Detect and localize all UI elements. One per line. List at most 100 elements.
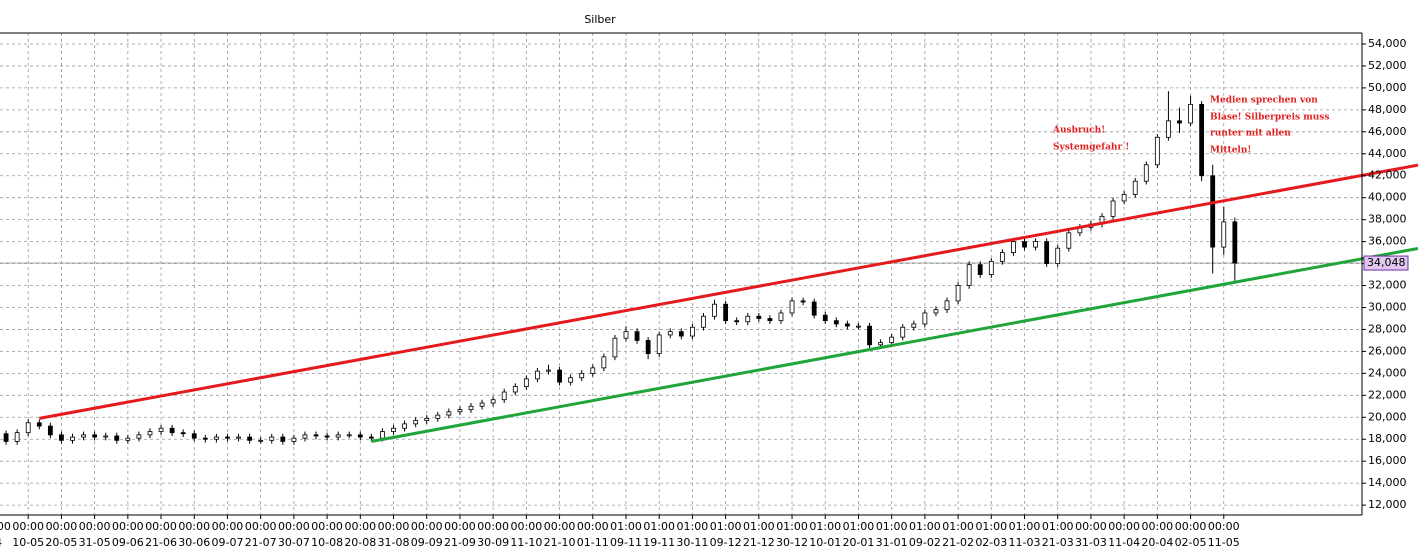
candle-body	[789, 300, 795, 314]
x-tick-label: 31-01	[876, 536, 908, 549]
candle-body	[922, 312, 928, 325]
y-tick-label: 44,000	[1368, 147, 1407, 160]
candle-body	[667, 331, 673, 336]
x-tick-label: 11-04	[1108, 536, 1140, 549]
candle-body	[479, 402, 485, 407]
x-tick-time: 01:00	[677, 520, 709, 533]
candle-body	[468, 405, 474, 410]
candle-body	[81, 434, 86, 438]
x-tick-time: 00:00	[544, 520, 576, 533]
candle-body	[712, 303, 717, 317]
candle-body	[1110, 200, 1116, 217]
chart-title: Silber	[584, 13, 616, 26]
x-tick-time: 00:00	[0, 520, 11, 533]
x-tick-label: 09-12	[710, 536, 742, 549]
x-tick-label: 10-05	[12, 536, 44, 549]
y-tick-label: 30,000	[1368, 300, 1407, 313]
candle-body	[767, 318, 773, 322]
x-tick-label: 21-10	[544, 536, 576, 549]
candle-body	[402, 423, 407, 429]
candle-body	[811, 301, 817, 316]
x-tick-time: 00:00	[178, 520, 210, 533]
candle-body	[911, 323, 917, 328]
candle-body	[501, 391, 507, 401]
y-tick-label: 22,000	[1368, 388, 1407, 401]
last-price-box	[1363, 255, 1409, 271]
candle-body	[1022, 241, 1027, 248]
last-price-label: 34,048	[1367, 256, 1406, 269]
candle-body	[988, 260, 994, 275]
candle-body	[225, 436, 230, 439]
candle-body	[1154, 136, 1160, 166]
x-tick-time: 00:00	[46, 520, 78, 533]
candle-body	[634, 331, 640, 341]
x-tick-time: 01:00	[876, 520, 908, 533]
candle-body	[1143, 164, 1149, 182]
candle-body	[324, 435, 330, 438]
candle-body	[944, 300, 950, 311]
candle-body	[291, 437, 297, 442]
x-tick-time: 00:00	[444, 520, 476, 533]
candle-body	[1055, 247, 1061, 264]
x-tick-time: 00:00	[344, 520, 376, 533]
candle-body	[424, 417, 430, 421]
x-tick-time: 00:00	[1108, 520, 1140, 533]
candle-body	[158, 427, 164, 432]
x-tick-label: 21-12	[743, 536, 775, 549]
candle-body	[36, 422, 42, 427]
candle-body	[3, 433, 9, 442]
candle-body	[490, 399, 496, 404]
candle-body	[977, 264, 983, 275]
x-tick-time: 01:00	[743, 520, 775, 533]
candle-body	[1044, 241, 1050, 264]
candle-body	[822, 314, 828, 322]
candle-body	[247, 436, 253, 441]
y-tick-label: 40,000	[1368, 191, 1407, 204]
x-tick-label: 30-09	[477, 536, 509, 549]
x-tick-label: 21-02	[942, 536, 974, 549]
candle-body	[656, 334, 662, 355]
annotation: Systemgefahr !	[1053, 143, 1129, 153]
y-tick-label: 20,000	[1368, 410, 1407, 423]
y-tick-label: 28,000	[1368, 322, 1407, 335]
x-tick-label: 11-05	[1208, 536, 1240, 549]
candle-body	[368, 436, 374, 439]
y-tick-label: 12,000	[1368, 498, 1407, 511]
candle-body	[690, 326, 695, 337]
x-tick-time: 00:00	[245, 520, 277, 533]
y-tick-label: 18,000	[1368, 432, 1407, 445]
candle-body	[900, 326, 906, 338]
candle-body	[25, 422, 31, 434]
candle-body	[734, 320, 740, 323]
annotation: Blase! Silberpreis muss	[1210, 113, 1329, 123]
candle-body	[856, 325, 861, 328]
x-tick-label: 01-11	[577, 536, 609, 549]
x-tick-time: 01:00	[809, 520, 841, 533]
candle-body	[335, 434, 341, 438]
x-tick-time: 00:00	[79, 520, 111, 533]
candle-body	[889, 336, 895, 344]
x-tick-time: 01:00	[942, 520, 974, 533]
candle-body	[723, 303, 729, 322]
candle-body	[1232, 221, 1238, 264]
candle-body	[391, 427, 396, 432]
y-tick-label: 46,000	[1368, 125, 1407, 138]
candle-body	[612, 337, 618, 358]
candle-body	[180, 432, 186, 435]
candle-body	[546, 369, 551, 372]
y-tick-label: 42,000	[1368, 169, 1407, 182]
candle-body	[302, 434, 308, 439]
x-tick-label: 21-06	[145, 536, 177, 549]
x-tick-time: 00:00	[411, 520, 443, 533]
annotation: Ausbruch!	[1052, 126, 1105, 136]
x-tick-label: 09-07	[211, 536, 243, 549]
x-tick-time: 00:00	[212, 520, 244, 533]
x-tick-label: 04	[0, 536, 2, 549]
x-tick-label: 19-11	[643, 536, 675, 549]
candle-body	[844, 323, 850, 327]
candle-body	[202, 437, 208, 440]
x-tick-label: 09-06	[112, 536, 144, 549]
x-tick-time: 00:00	[1075, 520, 1107, 533]
y-tick-label: 26,000	[1368, 344, 1407, 357]
